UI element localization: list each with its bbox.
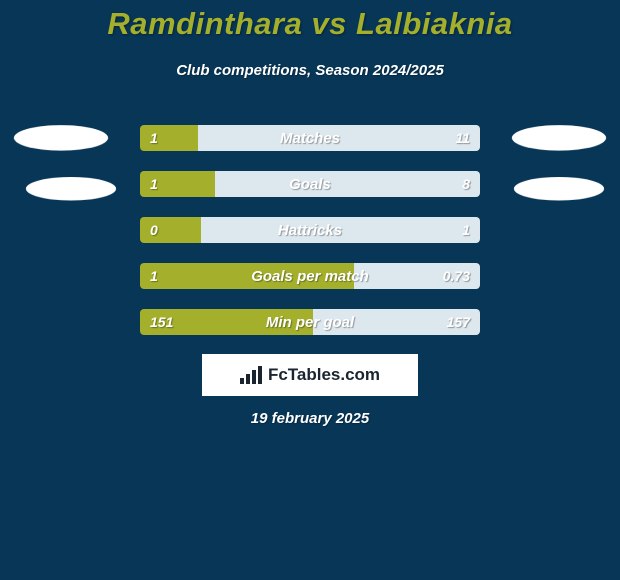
- bar-left-fill: [140, 263, 354, 289]
- bar-row: 0 Hattricks 1: [140, 217, 480, 243]
- bar-value-left: 0: [150, 217, 158, 243]
- bar-value-left: 1: [150, 125, 158, 151]
- bar-row: 1 Matches 11: [140, 125, 480, 151]
- brand-suffix: Tables.com: [288, 365, 380, 384]
- brand-text: FcTables.com: [268, 365, 380, 385]
- bar-value-left: 1: [150, 171, 158, 197]
- bar-row: 1 Goals 8: [140, 171, 480, 197]
- bar-value-right: 1: [462, 217, 470, 243]
- player-left-photo-placeholder-2: [23, 177, 119, 201]
- brand-prefix: Fc: [268, 365, 288, 384]
- bar-value-right: 11: [455, 125, 470, 151]
- player-right-photo-placeholder-2: [511, 177, 607, 201]
- bar-value-right: 157: [447, 309, 470, 335]
- bar-row: 1 Goals per match 0.73: [140, 263, 480, 289]
- bar-value-right: 8: [462, 171, 470, 197]
- comparison-card: Ramdinthara vs Lalbiaknia Club competiti…: [0, 0, 620, 580]
- player-right-photo-placeholder-1: [509, 125, 610, 151]
- bar-chart-icon: [240, 366, 262, 384]
- player-left-photo-placeholder-1: [11, 125, 112, 151]
- comparison-bars: 1 Matches 11 1 Goals 8 0 Hattricks 1 1 G…: [140, 125, 480, 355]
- bar-value-left: 1: [150, 263, 158, 289]
- bar-row: 151 Min per goal 157: [140, 309, 480, 335]
- card-title: Ramdinthara vs Lalbiaknia: [0, 6, 620, 42]
- bar-value-right: 0.73: [443, 263, 470, 289]
- card-subtitle: Club competitions, Season 2024/2025: [0, 62, 620, 79]
- footer-date: 19 february 2025: [0, 410, 620, 427]
- bar-right-fill: [201, 217, 480, 243]
- bar-left-fill: [140, 125, 198, 151]
- bar-right-fill: [198, 125, 480, 151]
- bar-right-fill: [215, 171, 480, 197]
- brand-box[interactable]: FcTables.com: [202, 354, 418, 396]
- bar-value-left: 151: [150, 309, 173, 335]
